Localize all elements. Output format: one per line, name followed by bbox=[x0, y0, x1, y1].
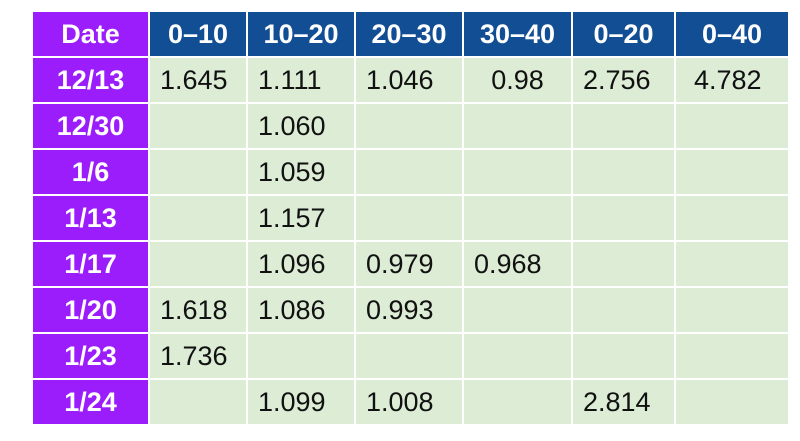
table-cell bbox=[462, 378, 573, 426]
table-row: 12/30 1.060 bbox=[31, 102, 790, 150]
table-row: 12/13 1.645 1.111 1.046 0.98 2.756 4.782 bbox=[31, 56, 790, 104]
row-date: 1/6 bbox=[31, 148, 150, 196]
table-cell: 1.059 bbox=[246, 148, 356, 196]
header-10-20: 10–20 bbox=[246, 10, 356, 58]
table-cell bbox=[571, 194, 676, 242]
header-30-40: 30–40 bbox=[462, 10, 573, 58]
row-date: 1/20 bbox=[31, 286, 150, 334]
table-cell bbox=[674, 286, 790, 334]
table-cell bbox=[354, 148, 464, 196]
table-cell: 1.086 bbox=[246, 286, 356, 334]
header-0-20: 0–20 bbox=[571, 10, 676, 58]
table-cell: 1.157 bbox=[246, 194, 356, 242]
table-row: 1/20 1.618 1.086 0.993 bbox=[31, 286, 790, 334]
table-cell bbox=[571, 332, 676, 380]
row-date: 12/13 bbox=[31, 56, 150, 104]
table-row: 1/6 1.059 bbox=[31, 148, 790, 196]
header-date: Date bbox=[31, 10, 150, 58]
table-cell: 1.645 bbox=[148, 56, 248, 104]
table-cell: 0.993 bbox=[354, 286, 464, 334]
table-cell bbox=[674, 148, 790, 196]
table-cell bbox=[148, 240, 248, 288]
row-date: 1/17 bbox=[31, 240, 150, 288]
row-date: 1/24 bbox=[31, 378, 150, 426]
table-row: 1/24 1.099 1.008 2.814 bbox=[31, 378, 790, 426]
header-0-40: 0–40 bbox=[674, 10, 790, 58]
table-cell bbox=[462, 332, 573, 380]
table-cell bbox=[148, 148, 248, 196]
table-cell bbox=[674, 240, 790, 288]
table-cell: 1.060 bbox=[246, 102, 356, 150]
table-cell bbox=[674, 194, 790, 242]
table-cell: 0.98 bbox=[462, 56, 573, 104]
table-cell bbox=[148, 378, 248, 426]
table-cell: 2.756 bbox=[571, 56, 676, 104]
table-cell: 1.008 bbox=[354, 378, 464, 426]
table-row: 1/17 1.096 0.979 0.968 bbox=[31, 240, 790, 288]
header-0-10: 0–10 bbox=[148, 10, 248, 58]
table-cell bbox=[674, 378, 790, 426]
row-date: 12/30 bbox=[31, 102, 150, 150]
table-cell bbox=[462, 286, 573, 334]
table-cell bbox=[354, 332, 464, 380]
table-row: 1/13 1.157 bbox=[31, 194, 790, 242]
table-cell bbox=[354, 194, 464, 242]
table-cell bbox=[571, 240, 676, 288]
row-date: 1/23 bbox=[31, 332, 150, 380]
table-row: 1/23 1.736 bbox=[31, 332, 790, 380]
table-cell bbox=[246, 332, 356, 380]
table-cell bbox=[571, 148, 676, 196]
table-cell: 2.814 bbox=[571, 378, 676, 426]
header-20-30: 20–30 bbox=[354, 10, 464, 58]
table-cell bbox=[462, 148, 573, 196]
table-header: Date 0–10 10–20 20–30 30–40 0–20 0–40 bbox=[31, 10, 790, 58]
table-cell bbox=[571, 286, 676, 334]
table-cell: 1.096 bbox=[246, 240, 356, 288]
table-cell bbox=[674, 102, 790, 150]
data-table-container: Date 0–10 10–20 20–30 30–40 0–20 0–40 12… bbox=[31, 10, 790, 426]
table-cell: 1.618 bbox=[148, 286, 248, 334]
row-date: 1/13 bbox=[31, 194, 150, 242]
table-cell: 1.099 bbox=[246, 378, 356, 426]
table-cell bbox=[571, 102, 676, 150]
table-cell bbox=[674, 332, 790, 380]
table-cell: 0.968 bbox=[462, 240, 573, 288]
header-row: Date 0–10 10–20 20–30 30–40 0–20 0–40 bbox=[31, 10, 790, 58]
table-cell bbox=[354, 102, 464, 150]
table-cell: 4.782 bbox=[674, 56, 790, 104]
table-body: 12/13 1.645 1.111 1.046 0.98 2.756 4.782… bbox=[31, 56, 790, 426]
table-cell: 1.046 bbox=[354, 56, 464, 104]
data-table: Date 0–10 10–20 20–30 30–40 0–20 0–40 12… bbox=[31, 10, 790, 426]
table-cell bbox=[462, 194, 573, 242]
table-cell: 1.111 bbox=[246, 56, 356, 104]
table-cell bbox=[148, 194, 248, 242]
table-cell: 1.736 bbox=[148, 332, 248, 380]
table-cell bbox=[148, 102, 248, 150]
table-cell bbox=[462, 102, 573, 150]
table-cell: 0.979 bbox=[354, 240, 464, 288]
